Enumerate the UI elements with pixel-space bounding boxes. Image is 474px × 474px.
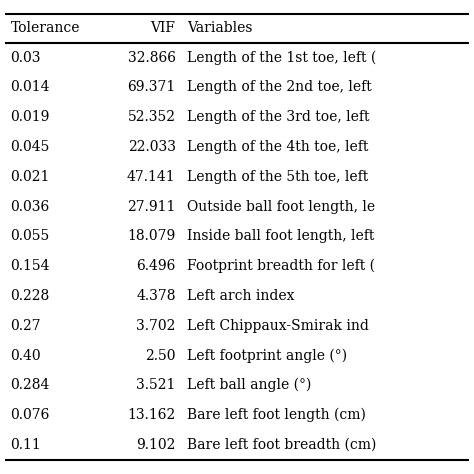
Text: Inside ball foot length, left: Inside ball foot length, left [187, 229, 374, 243]
Text: Bare left foot length (cm): Bare left foot length (cm) [187, 408, 366, 422]
Text: 69.371: 69.371 [128, 81, 175, 94]
Text: Tolerance: Tolerance [10, 21, 80, 36]
Text: Length of the 3rd toe, left: Length of the 3rd toe, left [187, 110, 369, 124]
Text: Outside ball foot length, le: Outside ball foot length, le [187, 200, 375, 213]
Text: 0.284: 0.284 [10, 378, 50, 392]
Text: Left arch index: Left arch index [187, 289, 294, 303]
Text: Variables: Variables [187, 21, 253, 36]
Text: 18.079: 18.079 [128, 229, 175, 243]
Text: Left footprint angle (°): Left footprint angle (°) [187, 348, 347, 363]
Text: Length of the 5th toe, left: Length of the 5th toe, left [187, 170, 368, 184]
Text: 0.055: 0.055 [10, 229, 50, 243]
Text: 9.102: 9.102 [136, 438, 175, 452]
Text: 0.036: 0.036 [10, 200, 50, 213]
Text: 47.141: 47.141 [127, 170, 175, 184]
Text: 0.045: 0.045 [10, 140, 50, 154]
Text: VIF: VIF [151, 21, 175, 36]
Text: Length of the 2nd toe, left: Length of the 2nd toe, left [187, 81, 372, 94]
Text: Bare left foot breadth (cm): Bare left foot breadth (cm) [187, 438, 376, 452]
Text: 0.228: 0.228 [10, 289, 50, 303]
Text: Left Chippaux-Smirak ind: Left Chippaux-Smirak ind [187, 319, 369, 333]
Text: 0.154: 0.154 [10, 259, 50, 273]
Text: 6.496: 6.496 [136, 259, 175, 273]
Text: 32.866: 32.866 [128, 51, 175, 64]
Text: 13.162: 13.162 [128, 408, 175, 422]
Text: 0.40: 0.40 [10, 348, 41, 363]
Text: 0.019: 0.019 [10, 110, 50, 124]
Text: 22.033: 22.033 [128, 140, 175, 154]
Text: 0.076: 0.076 [10, 408, 50, 422]
Text: 0.27: 0.27 [10, 319, 41, 333]
Text: Length of the 4th toe, left: Length of the 4th toe, left [187, 140, 368, 154]
Text: 4.378: 4.378 [136, 289, 175, 303]
Text: Footprint breadth for left (: Footprint breadth for left ( [187, 259, 375, 273]
Text: 52.352: 52.352 [128, 110, 175, 124]
Text: 0.11: 0.11 [10, 438, 41, 452]
Text: 3.702: 3.702 [136, 319, 175, 333]
Text: 0.03: 0.03 [10, 51, 41, 64]
Text: 0.014: 0.014 [10, 81, 50, 94]
Text: 27.911: 27.911 [127, 200, 175, 213]
Text: Left ball angle (°): Left ball angle (°) [187, 378, 311, 392]
Text: 2.50: 2.50 [145, 348, 175, 363]
Text: Length of the 1st toe, left (: Length of the 1st toe, left ( [187, 50, 376, 65]
Text: 0.021: 0.021 [10, 170, 50, 184]
Text: 3.521: 3.521 [136, 378, 175, 392]
